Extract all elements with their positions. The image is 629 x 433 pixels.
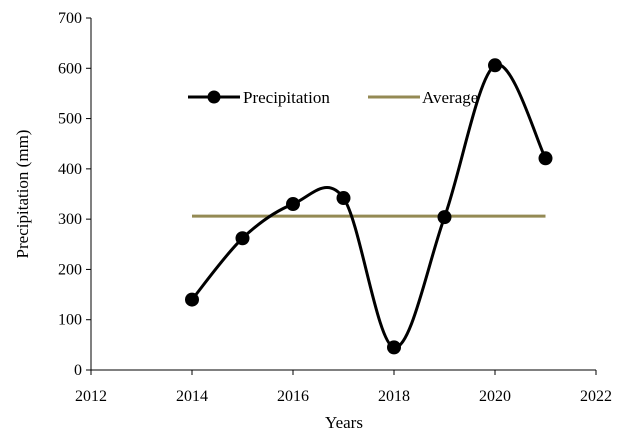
data-point-precipitation [488, 58, 502, 73]
legend: Precipitation Average [188, 88, 478, 107]
data-point-precipitation [185, 292, 199, 307]
x-axis: 2012 2014 2016 2018 2020 2022 [75, 369, 612, 405]
legend-precipitation-marker [207, 90, 221, 104]
x-tick-label: 2022 [580, 388, 612, 405]
y-tick-label: 100 [58, 312, 82, 329]
x-tick-label: 2014 [176, 388, 208, 405]
data-point-precipitation [538, 151, 553, 166]
y-tick-label: 0 [74, 362, 82, 379]
y-axis-title: Precipitation (mm) [13, 130, 32, 259]
series-layer [185, 58, 553, 355]
y-tick-label: 700 [58, 10, 82, 27]
x-tick-label: 2018 [378, 388, 410, 405]
x-tick-label: 2012 [75, 388, 107, 405]
y-axis: 0 100 200 300 400 500 600 700 [58, 10, 92, 379]
y-tick-label: 200 [58, 261, 82, 278]
legend-entry-precipitation: Precipitation [188, 88, 330, 107]
data-point-precipitation [336, 191, 351, 206]
data-point-precipitation [387, 340, 401, 355]
y-tick-label: 500 [58, 111, 82, 128]
y-tick-label: 600 [58, 60, 82, 77]
data-point-precipitation [235, 231, 250, 246]
y-tick-label: 300 [58, 211, 82, 228]
legend-average-label: Average [422, 88, 478, 107]
data-point-precipitation [286, 197, 300, 212]
x-axis-title: Years [325, 413, 363, 432]
data-point-precipitation [437, 210, 452, 225]
legend-entry-average: Average [368, 88, 478, 107]
legend-precipitation-label: Precipitation [243, 88, 330, 107]
x-tick-label: 2016 [277, 388, 309, 405]
y-tick-label: 400 [58, 161, 82, 178]
x-tick-label: 2020 [479, 388, 511, 405]
